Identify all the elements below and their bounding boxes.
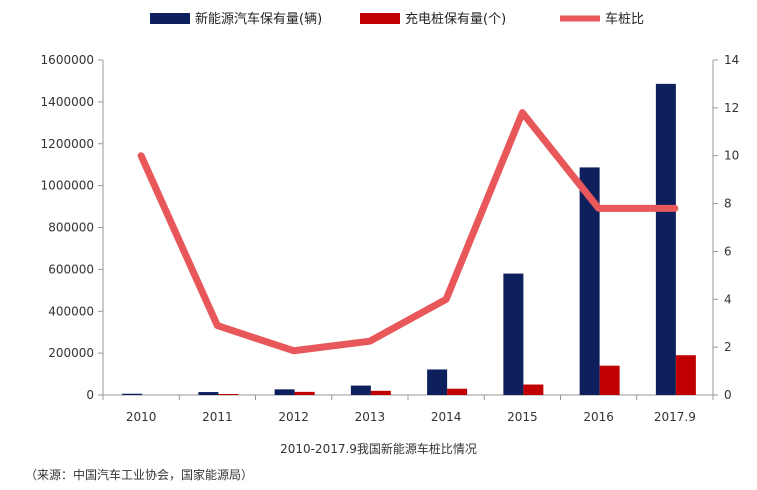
charger-stock-bar xyxy=(523,384,544,395)
x-tick-label: 2017.9 xyxy=(654,410,696,424)
left-tick-label: 1000000 xyxy=(41,179,94,193)
charger-stock-bar xyxy=(218,394,239,395)
left-tick-label: 200000 xyxy=(48,346,94,360)
ev-stock-bar xyxy=(655,83,676,396)
right-tick-label: 8 xyxy=(724,197,732,211)
ev-stock-bar xyxy=(427,369,448,395)
right-tick-label: 14 xyxy=(724,53,739,67)
ev-stock-bar xyxy=(579,167,600,395)
left-tick-label: 400000 xyxy=(48,304,94,318)
ratio-point xyxy=(293,350,295,352)
ratio-point xyxy=(598,207,600,209)
right-tick-label: 6 xyxy=(724,244,732,258)
legend-swatch xyxy=(360,13,400,24)
left-tick-label: 1200000 xyxy=(41,137,94,151)
x-tick-label: 2012 xyxy=(278,410,309,424)
right-tick-label: 10 xyxy=(724,149,739,163)
axes: 0 200000 400000 600000 800000 1000000 1200000 1… xyxy=(41,53,740,424)
ratio-point xyxy=(369,340,371,342)
ev-stock-bar xyxy=(503,273,524,395)
source-note: （来源：中国汽车工业协会，国家能源局） xyxy=(25,468,254,482)
right-tick-label: 0 xyxy=(724,388,732,402)
legend-swatch xyxy=(150,13,190,24)
charger-stock-bar xyxy=(447,388,468,395)
chart: 新能源汽车保有量(辆) 充电桩保有量(个) 车桩比 0200000400000600… xyxy=(41,11,740,424)
right-tick-label: 2 xyxy=(724,340,732,354)
legend-label: 充电桩保有量(个) xyxy=(405,11,506,27)
legend-label: 车桩比 xyxy=(605,11,644,27)
ratio-point xyxy=(140,155,142,157)
ev-stock-bar xyxy=(350,385,371,395)
bars xyxy=(122,83,696,396)
legend-label: 新能源汽车保有量(辆) xyxy=(195,11,322,27)
ev-stock-bar xyxy=(274,389,295,395)
right-tick-label: 12 xyxy=(724,101,739,115)
x-tick-label: 2013 xyxy=(355,410,386,424)
left-tick-label: 0 xyxy=(86,388,94,402)
ratio-line-path xyxy=(137,109,679,355)
ratio-line xyxy=(137,109,679,355)
ev-stock-bar xyxy=(122,393,143,395)
charger-stock-bar xyxy=(675,355,696,395)
left-tick-label: 800000 xyxy=(48,221,94,235)
ratio-point xyxy=(445,298,447,300)
left-tick-label: 1400000 xyxy=(41,95,94,109)
x-tick-label: 2011 xyxy=(202,410,233,424)
ratio-point xyxy=(521,112,523,114)
ratio-point xyxy=(216,325,218,327)
charger-stock-bar xyxy=(599,365,620,395)
chart-caption: 2010-2017.9我国新能源车桩比情况 xyxy=(280,442,477,456)
legend: 新能源汽车保有量(辆) 充电桩保有量(个) 车桩比 xyxy=(150,11,644,27)
x-tick-label: 2016 xyxy=(583,410,614,424)
charger-stock-bar xyxy=(294,391,315,395)
x-tick-label: 2010 xyxy=(126,410,157,424)
left-tick-label: 600000 xyxy=(48,262,94,276)
left-tick-label: 1600000 xyxy=(41,53,94,67)
x-tick-label: 2015 xyxy=(507,410,538,424)
right-tick-label: 4 xyxy=(724,292,732,306)
charger-stock-bar xyxy=(370,390,391,395)
x-tick-label: 2014 xyxy=(431,410,462,424)
ratio-point xyxy=(674,207,676,209)
ev-stock-bar xyxy=(198,392,219,395)
